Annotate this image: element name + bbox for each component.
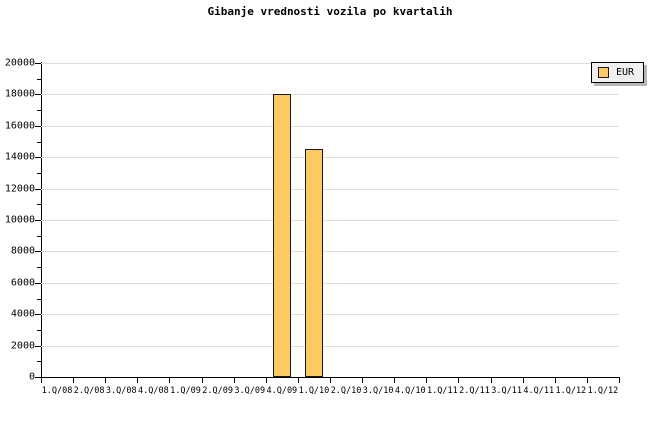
x-axis-tick (394, 377, 395, 383)
y-axis-tick-label: 8000 (10, 245, 35, 257)
y-axis-tick-label: 0 (28, 371, 35, 383)
y-axis-minor-tick (37, 329, 41, 331)
bar (272, 94, 291, 377)
x-axis-labels: 1.Q/08 2.Q/08 3.Q/08 4.Q/08 1.Q/09 2.Q/09 3.Q/… (41, 386, 620, 400)
y-axis-tick-label: 14000 (4, 151, 35, 163)
y-axis-tick-label: 16000 (4, 120, 35, 132)
x-axis-tick-label: 4.Q/09 (266, 386, 298, 396)
x-axis-tick (73, 377, 74, 383)
y-axis-tick (35, 282, 41, 284)
x-axis-tick-label: 1.Q/09 (170, 386, 201, 396)
x-axis-tick-label: 4.Q/08 (138, 386, 169, 396)
x-axis-tick (266, 377, 267, 383)
y-axis-tick (35, 345, 41, 347)
x-axis-tick-label: 2.Q/08 (73, 386, 105, 396)
y-axis-minor-tick (37, 204, 41, 206)
y-axis-tick-label: 2000 (10, 340, 35, 352)
y-axis-tick (35, 314, 41, 316)
gridline (41, 125, 619, 127)
y-axis-minor-tick (37, 78, 41, 80)
x-axis-tick (458, 377, 459, 383)
x-axis-tick (491, 377, 492, 383)
y-axis-tick (35, 157, 41, 159)
x-axis-tick-label: 2.Q/10 (330, 386, 362, 396)
x-axis-tick-label: 3.Q/10 (362, 386, 394, 396)
y-axis-tick (35, 63, 41, 64)
y-axis-tick-label: 6000 (10, 277, 35, 289)
legend-swatch-eur (597, 67, 609, 78)
y-axis-tick-label: 20000 (4, 57, 35, 69)
gridline (41, 94, 619, 96)
y-axis-labels: 0 2000 4000 6000 8000 10000 12000 14000 16000 180… (0, 58, 35, 383)
x-axis-tick-label: 4.Q/10 (394, 386, 426, 396)
plot-area (35, 63, 619, 378)
x-axis-tick-label: 2.Q/11 (459, 386, 490, 396)
x-axis-tick (523, 377, 524, 383)
y-axis-tick-label: 18000 (4, 88, 35, 100)
x-axis-tick-label: 3.Q/11 (491, 386, 522, 396)
x-axis-tick (426, 377, 427, 383)
y-axis-tick (35, 94, 41, 96)
x-axis-tick (202, 377, 203, 383)
x-axis-tick-label: 1.Q/12 (587, 386, 619, 396)
x-axis-tick-label: 2.Q/09 (202, 386, 233, 396)
x-axis-tick (41, 377, 42, 383)
y-axis-minor-tick (37, 141, 41, 143)
gridline (41, 282, 619, 284)
gridline (41, 63, 619, 64)
bar (304, 149, 323, 377)
gridline (41, 157, 619, 159)
x-axis-tick (330, 377, 331, 383)
y-axis-tick-label: 4000 (10, 308, 35, 320)
y-axis-tick (35, 220, 41, 221)
x-axis-tick-label: 1.Q/12 (555, 386, 587, 396)
x-axis-tick (105, 377, 106, 383)
x-axis-tick-label: 3.Q/08 (105, 386, 137, 396)
x-axis-tick-label: 3.Q/09 (234, 386, 266, 396)
x-axis-tick (234, 377, 235, 383)
y-axis-tick-label: 10000 (4, 214, 35, 226)
x-axis-tick (169, 377, 170, 383)
y-axis-tick (35, 377, 41, 378)
x-axis-tick (619, 377, 620, 383)
gridline (41, 188, 619, 190)
y-axis-minor-tick (37, 267, 41, 269)
y-axis-minor-tick (37, 298, 41, 300)
gridline (41, 220, 619, 221)
y-axis-tick (35, 188, 41, 190)
y-axis-minor-tick (37, 235, 41, 237)
x-axis-tick-label: 1.Q/08 (41, 386, 73, 396)
gridline (41, 345, 619, 347)
y-axis-tick (35, 125, 41, 127)
x-axis-tick-label: 1.Q/11 (427, 386, 458, 396)
x-axis-tick (362, 377, 363, 383)
gridline (41, 251, 619, 253)
gridlines (35, 63, 619, 378)
legend[interactable]: EUR (590, 62, 644, 83)
y-axis-minor-tick (37, 172, 41, 174)
x-axis-tick (137, 377, 138, 383)
x-axis-tick (298, 377, 299, 383)
x-axis-ticks (41, 377, 620, 385)
x-axis-tick (587, 377, 588, 383)
legend-label-eur: EUR (615, 66, 634, 78)
x-axis-tick-label: 4.Q/11 (523, 386, 555, 396)
y-axis-minor-tick (37, 110, 41, 112)
y-axis-tick-label: 12000 (4, 183, 35, 195)
x-axis-tick-label: 1.Q/10 (298, 386, 330, 396)
y-axis-tick (35, 251, 41, 253)
y-axis-minor-tick (37, 361, 41, 363)
x-axis-tick (555, 377, 556, 383)
gridline (41, 314, 619, 316)
chart-title: Gibanje vrednosti vozila po kvartalih (207, 5, 453, 18)
